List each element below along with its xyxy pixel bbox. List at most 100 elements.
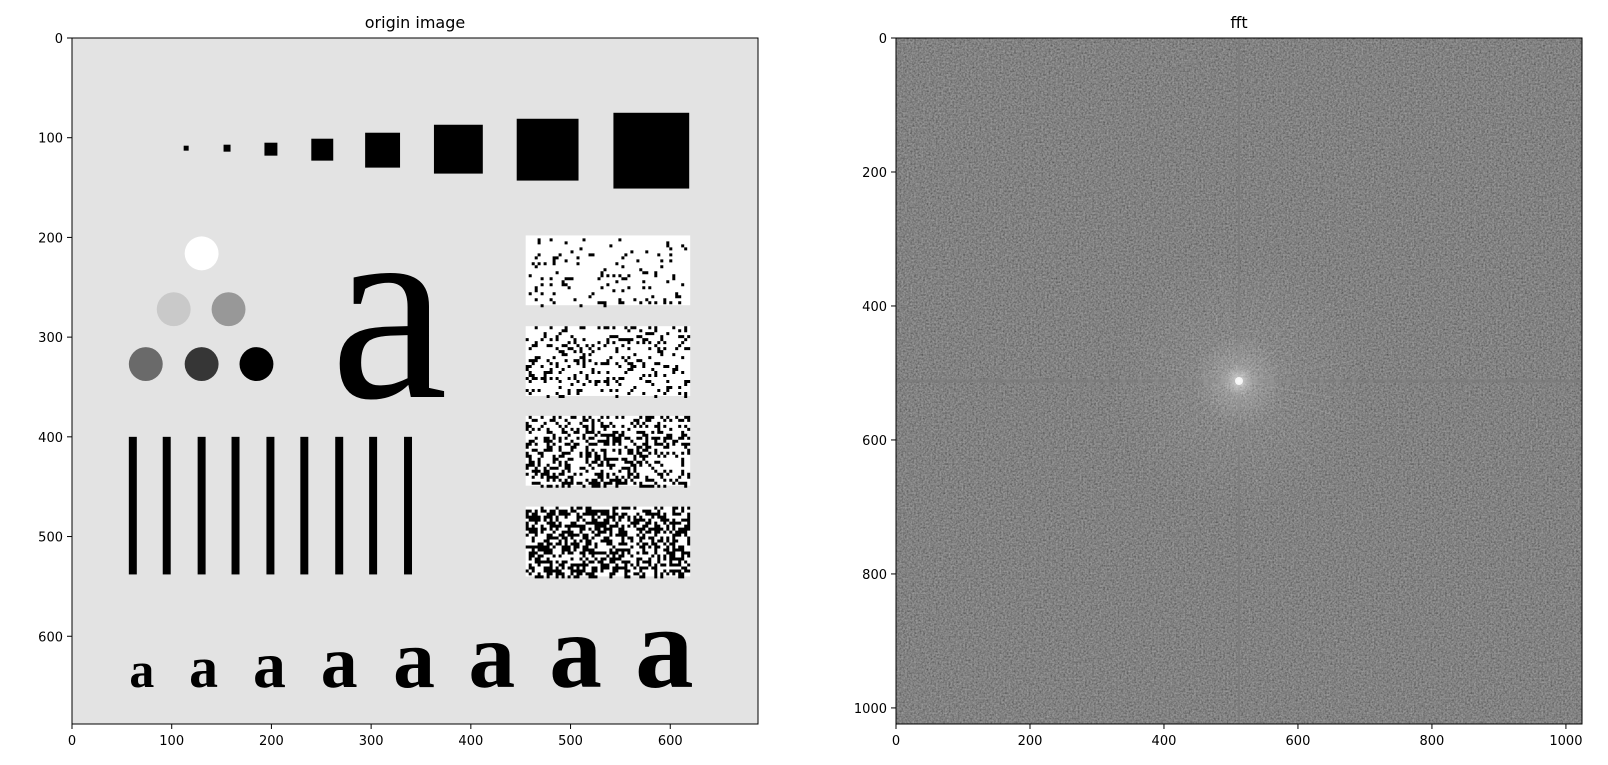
x-tick-label: 600 xyxy=(1286,734,1311,749)
y-tick-label: 400 xyxy=(862,300,887,315)
square xyxy=(264,142,278,156)
y-tick-label: 600 xyxy=(862,434,887,449)
harmonic-dot xyxy=(1105,377,1109,385)
noise-pixels xyxy=(528,238,688,308)
small-letter-a: a xyxy=(321,621,358,703)
vertical-bar xyxy=(128,436,137,575)
harmonic-dot xyxy=(907,377,911,385)
fft-spectrum-lines xyxy=(896,38,1582,724)
circle xyxy=(156,292,191,327)
square xyxy=(183,145,189,151)
fft-panel: fft 0 200 400 600 800 1000 0 200 400 600 800 1000 xyxy=(854,13,1583,749)
axis-ticks: 0 200 400 600 800 1000 0 200 400 600 800 1000 xyxy=(854,32,1583,749)
y-tick-label: 100 xyxy=(38,132,63,147)
y-tick-label: 800 xyxy=(862,568,887,583)
x-tick-label: 0 xyxy=(68,734,76,749)
square xyxy=(433,124,483,174)
small-letter-a: a xyxy=(189,635,218,700)
x-tick-label: 500 xyxy=(558,734,583,749)
harmonic-dot xyxy=(1435,377,1439,385)
x-tick-label: 200 xyxy=(259,734,284,749)
image-area xyxy=(896,38,1582,724)
image-area: aa a a a a a a a xyxy=(72,38,758,724)
harmonic-dot xyxy=(1385,377,1390,385)
circles-group xyxy=(128,236,274,381)
harmonic-dot xyxy=(956,377,961,385)
circle xyxy=(239,347,274,381)
bars-group xyxy=(128,436,413,575)
harmonic-dot xyxy=(1369,377,1373,385)
noise-blocks-group xyxy=(525,235,691,579)
axis-ticks: 0 100 200 300 400 500 600 0 100 200 300 400 500 600 xyxy=(38,32,682,749)
small-letter-a: a xyxy=(253,629,286,702)
harmonic-dot xyxy=(1039,377,1043,385)
harmonic-dot xyxy=(1088,377,1093,385)
x-tick-label: 1000 xyxy=(1549,734,1582,749)
circle xyxy=(128,347,163,381)
harmonic-dot xyxy=(1550,377,1555,385)
harmonic-dot xyxy=(989,377,994,385)
square xyxy=(311,138,334,161)
y-tick-label: 0 xyxy=(879,32,887,47)
vertical-bar xyxy=(369,436,378,575)
small-letter-a: a xyxy=(393,613,435,706)
y-tick-label: 600 xyxy=(38,630,63,645)
small-letter-a: a xyxy=(635,583,694,713)
glyphs-group: aa a a a a a a a xyxy=(129,163,693,713)
harmonic-dot xyxy=(1468,377,1472,385)
large-letter-a: a xyxy=(330,163,447,455)
x-tick-label: 400 xyxy=(458,734,483,749)
y-tick-label: 0 xyxy=(55,32,63,47)
y-tick-label: 1000 xyxy=(854,702,887,717)
noise-pixels xyxy=(525,326,691,398)
y-tick-label: 200 xyxy=(38,231,63,246)
x-tick-label: 200 xyxy=(1018,734,1043,749)
vertical-bar xyxy=(231,436,240,575)
harmonic-dot xyxy=(1517,377,1522,385)
chart-title: origin image xyxy=(365,13,465,32)
y-tick-label: 200 xyxy=(862,166,887,181)
y-tick-label: 500 xyxy=(38,531,63,546)
noise-block xyxy=(525,235,691,308)
harmonic-dot xyxy=(1402,377,1406,385)
vertical-bar xyxy=(335,436,344,575)
vertical-bar xyxy=(266,436,275,575)
x-tick-label: 0 xyxy=(892,734,900,749)
harmonic-dot xyxy=(1072,377,1076,385)
harmonic-dot xyxy=(1484,377,1489,385)
harmonic-dot xyxy=(1567,377,1571,385)
harmonic-dot xyxy=(1534,377,1538,385)
harmonic-dot xyxy=(1501,377,1505,385)
harmonic-dot xyxy=(1022,377,1027,385)
harmonic-dot xyxy=(1055,377,1060,385)
x-tick-label: 300 xyxy=(359,734,384,749)
harmonic-dot xyxy=(940,377,944,385)
noise-block-background xyxy=(525,235,691,306)
circle xyxy=(184,236,219,271)
axes-frame xyxy=(71,37,759,725)
circle xyxy=(184,347,219,381)
square xyxy=(365,132,401,168)
harmonic-dot xyxy=(1451,377,1456,385)
origin-image-panel: origin image aa a a a a a a a 0 100 200 300 400 500 6… xyxy=(38,13,759,749)
vertical-bar xyxy=(404,436,413,575)
x-tick-label: 400 xyxy=(1152,734,1177,749)
vertical-bar xyxy=(300,436,309,575)
noise-pixels xyxy=(525,415,691,488)
small-letter-a: a xyxy=(549,593,602,710)
x-tick-label: 600 xyxy=(658,734,683,749)
noise-block xyxy=(525,326,691,398)
noise-pixels xyxy=(525,506,691,579)
x-tick-label: 800 xyxy=(1420,734,1445,749)
y-tick-label: 300 xyxy=(38,331,63,346)
x-tick-label: 100 xyxy=(159,734,184,749)
vertical-bar xyxy=(162,436,171,575)
circle xyxy=(211,292,246,327)
small-letter-a: a xyxy=(468,604,515,708)
harmonic-dot xyxy=(1006,377,1010,385)
dc-component xyxy=(1235,377,1243,385)
harmonic-dot xyxy=(1418,377,1423,385)
harmonic-dot xyxy=(923,377,928,385)
square xyxy=(516,118,579,181)
